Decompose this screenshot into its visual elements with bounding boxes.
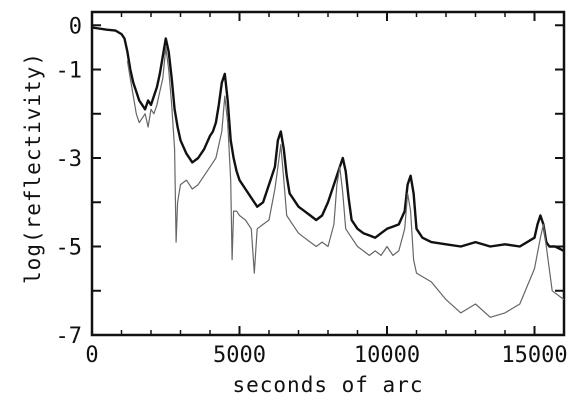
x-axis-ticks: 0 5000 10000 15000	[85, 12, 568, 368]
reflectivity-curve-2	[126, 46, 565, 318]
x-tick-label: 10000	[354, 343, 420, 368]
x-tick-label: 15000	[501, 343, 567, 368]
x-axis-title: seconds of arc	[232, 373, 423, 397]
reflectivity-curve-1	[91, 26, 565, 252]
y-tick-label: -3	[56, 147, 83, 172]
y-axis-title: log(reflectivity)	[21, 52, 45, 284]
data-series	[91, 26, 565, 318]
x-tick-label: 5000	[213, 343, 266, 368]
y-tick-label: -5	[56, 236, 83, 261]
y-tick-label: -1	[56, 59, 83, 84]
x-tick-label: 0	[85, 343, 98, 368]
y-tick-label: -7	[56, 324, 83, 349]
y-tick-label: 0	[69, 14, 82, 39]
y-axis-ticks: 0 -1 -3 -5 -7	[56, 14, 564, 349]
